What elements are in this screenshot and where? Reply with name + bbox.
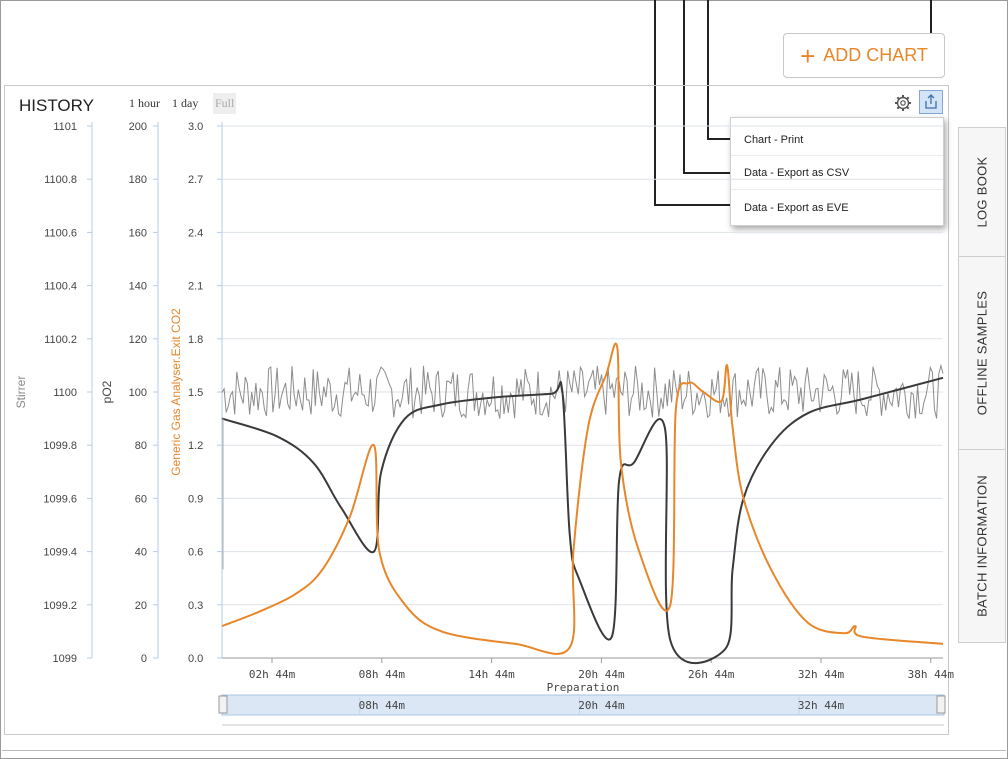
export-share-icon <box>925 94 937 109</box>
navigator-label: 20h 44m <box>578 699 625 712</box>
x-axis-title: Preparation <box>547 681 620 694</box>
range-1-hour-button[interactable]: 1 hour <box>129 96 160 110</box>
menu-divider <box>731 189 943 190</box>
history-title: HISTORY <box>19 96 94 115</box>
callout-line <box>683 0 685 174</box>
menu-item-export-csv[interactable]: Data - Export as CSV <box>744 167 850 179</box>
y-tick-label: 1099.8 <box>43 440 77 452</box>
export-button[interactable] <box>919 90 943 114</box>
y-tick-label: 3.0 <box>188 121 203 133</box>
y-tick-label: 120 <box>129 334 147 346</box>
y-tick-label: 1100.2 <box>44 334 77 346</box>
series-line-noise <box>221 363 944 419</box>
y-tick-label: 40 <box>135 547 147 559</box>
x-tick-label: 14h 44m <box>468 668 515 681</box>
range-1-day-button[interactable]: 1 day <box>172 96 199 110</box>
bottom-divider <box>2 750 1006 751</box>
navigator-label: 32h 44m <box>798 699 845 712</box>
export-menu: Chart - Print Data - Export as CSV Data … <box>730 117 944 226</box>
tab-offline-samples[interactable]: OFFLINE SAMPLES <box>958 256 1006 450</box>
y-tick-label: 1101 <box>53 121 77 133</box>
callout-line <box>707 0 709 140</box>
callout-line <box>654 204 730 206</box>
y-tick-label: 1.5 <box>188 387 203 399</box>
y-tick-label: 2.4 <box>188 227 203 239</box>
y-axis-title: Stirrer <box>14 376 28 409</box>
y-tick-label: 20 <box>135 600 147 612</box>
x-tick-label: 20h 44m <box>578 668 625 681</box>
x-tick-label: 26h 44m <box>688 668 735 681</box>
menu-item-export-eve[interactable]: Data - Export as EVE <box>744 202 849 214</box>
plus-icon: + <box>800 40 816 71</box>
series-line-dark <box>221 376 944 664</box>
y-tick-label: 0.3 <box>188 600 203 612</box>
side-tabs: LOG BOOK OFFLINE SAMPLES BATCH INFORMATI… <box>958 127 1006 643</box>
y-tick-label: 2.1 <box>188 281 203 293</box>
y-tick-label: 1.8 <box>188 334 203 346</box>
x-tick-label: 08h 44m <box>359 668 406 681</box>
y-tick-label: 1099 <box>53 653 77 665</box>
x-tick-label: 02h 44m <box>249 668 296 681</box>
y-tick-label: 60 <box>135 493 147 505</box>
menu-divider <box>731 155 943 156</box>
navigator-label: 08h 44m <box>359 699 406 712</box>
y-tick-label: 2.7 <box>188 174 203 186</box>
tab-log-book[interactable]: LOG BOOK <box>958 127 1006 257</box>
y-tick-label: 1100 <box>53 387 77 399</box>
range-full-button[interactable]: Full <box>213 93 237 114</box>
y-tick-label: 0.9 <box>188 493 203 505</box>
y-tick-label: 1099.4 <box>43 547 77 559</box>
y-tick-label: 160 <box>129 227 147 239</box>
y-tick-label: 140 <box>129 281 147 293</box>
y-tick-label: 200 <box>129 121 147 133</box>
gear-icon[interactable] <box>893 93 913 113</box>
navigator-handle-right <box>936 695 946 714</box>
navigator-handle-left <box>218 695 228 714</box>
y-tick-label: 0.6 <box>188 547 203 559</box>
y-tick-label: 180 <box>129 174 147 186</box>
tab-batch-information[interactable]: BATCH INFORMATION <box>958 449 1006 643</box>
y-tick-label: 1100.8 <box>44 174 77 186</box>
series-line-orange <box>221 342 944 655</box>
y-axis-title: Generic Gas Analyser.Exit CO2 <box>169 308 183 476</box>
y-tick-label: 1.2 <box>188 440 203 452</box>
y-tick-label: 1099.6 <box>43 493 77 505</box>
y-axis-title: pO2 <box>100 380 114 403</box>
callout-line <box>707 138 737 140</box>
add-chart-button[interactable]: + ADD CHART <box>783 33 945 78</box>
callout-line <box>654 0 656 206</box>
y-tick-label: 0 <box>141 653 147 665</box>
x-tick-label: 38h 44m <box>908 668 955 681</box>
y-tick-label: 1099.2 <box>43 600 77 612</box>
callout-line <box>683 172 730 174</box>
history-panel <box>4 85 949 735</box>
x-tick-label: 32h 44m <box>798 668 845 681</box>
y-tick-label: 1100.6 <box>44 227 77 239</box>
y-tick-label: 100 <box>129 387 147 399</box>
y-tick-label: 80 <box>135 440 147 452</box>
y-tick-label: 1100.4 <box>44 281 77 293</box>
y-tick-label: 0.0 <box>188 653 203 665</box>
menu-item-chart-print[interactable]: Chart - Print <box>744 134 804 146</box>
add-chart-label: ADD CHART <box>823 45 928 65</box>
